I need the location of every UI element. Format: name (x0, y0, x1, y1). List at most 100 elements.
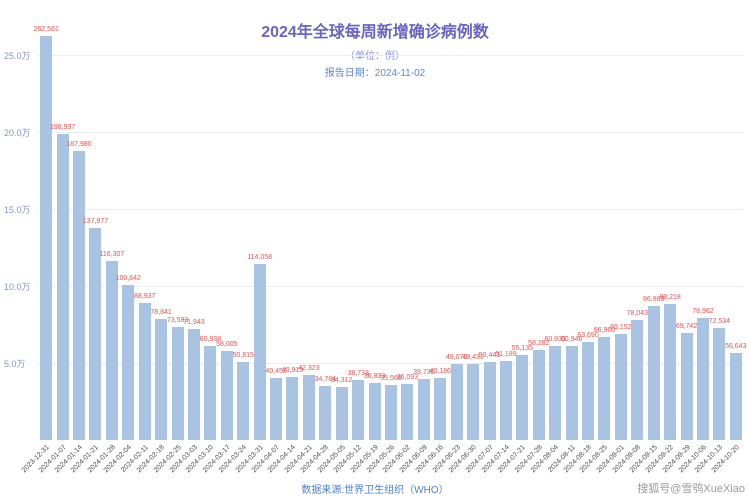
bar-value-label: 40,913 (281, 366, 304, 374)
bar (713, 328, 726, 440)
bar-value-label: 66,960 (593, 326, 616, 334)
bar-value-label: 35,560 (380, 375, 402, 383)
bar-value-label: 38,733 (347, 370, 369, 378)
bar (253, 264, 266, 440)
bar-value-label: 63,690 (577, 331, 599, 339)
bar (138, 303, 151, 440)
bar (122, 285, 135, 440)
bar-value-label: 60,946 (560, 336, 583, 344)
bar-value-label: 73,583 (166, 316, 189, 324)
bar-value-label: 88,937 (134, 293, 156, 301)
bar-value-label: 72,534 (708, 318, 731, 326)
bar (237, 361, 250, 440)
bar (450, 364, 463, 440)
bar-value-label: 36,093 (396, 374, 419, 382)
bar (352, 380, 365, 440)
bar-value-label: 49,431 (462, 353, 484, 361)
bar-value-label: 69,152 (610, 323, 632, 331)
bar (680, 332, 693, 440)
bar-value-label: 42,323 (298, 364, 320, 372)
bar (483, 362, 496, 440)
bar (532, 350, 545, 440)
bar (729, 352, 742, 440)
bar-value-label: 50,815 (232, 351, 254, 359)
bar-value-label: 34,784 (314, 376, 337, 384)
bar-value-label: 60,938 (199, 336, 222, 344)
bar-value-label: 58,282 (528, 340, 550, 348)
bar-value-label: 100,642 (115, 275, 141, 282)
bar-value-label: 49,070 (445, 354, 468, 362)
chart-subtitle-unit: （单位：例） (345, 51, 405, 62)
bar (204, 346, 217, 440)
y-tick-label: 15.0万 (4, 205, 31, 215)
bar (171, 326, 184, 440)
bar-value-label: 78,962 (692, 308, 714, 316)
bar (270, 377, 283, 440)
bar (664, 304, 677, 440)
bar-value-label: 69,742 (675, 322, 698, 330)
bar (368, 383, 381, 440)
bar (89, 227, 102, 440)
bar-value-label: 114,058 (247, 254, 273, 262)
bar (220, 350, 233, 440)
bar (105, 260, 118, 440)
bar-value-label: 78,841 (150, 308, 172, 316)
y-tick-label: 10.0万 (4, 282, 31, 292)
gridline (38, 286, 744, 287)
bar (516, 355, 529, 440)
bar (286, 377, 299, 440)
gridline (38, 209, 744, 210)
bar (614, 333, 627, 440)
bar-value-label: 262,561 (33, 25, 59, 33)
bar (401, 384, 414, 440)
bar (565, 346, 578, 440)
bar (385, 385, 397, 440)
bar (319, 386, 332, 440)
bar-value-label: 34,312 (331, 377, 353, 385)
bar-value-label: 58,005 (216, 340, 238, 348)
bar-value-label: 86,863 (642, 296, 665, 304)
bar (647, 306, 660, 440)
bar-value-label: 71,943 (183, 319, 205, 327)
bar-value-label: 50,443 (478, 352, 501, 360)
bar (499, 361, 512, 440)
report-date: 报告日期：2024-11-02 (324, 68, 426, 79)
bar-value-label: 40,186 (429, 368, 451, 376)
bar (187, 329, 200, 440)
bar-value-label: 40,452 (265, 367, 287, 375)
bar-value-label: 39,730 (413, 368, 435, 376)
watermark: 搜狐号@雪鸮XueXiao (637, 483, 745, 495)
bar-value-label: 198,937 (49, 123, 76, 131)
chart-title: 2024年全球每周新增确诊病例数 (261, 24, 489, 41)
bar (73, 150, 86, 440)
bar (549, 346, 562, 440)
bar (696, 318, 709, 440)
bar (56, 133, 69, 440)
bar (434, 378, 447, 440)
bar (598, 336, 611, 440)
y-tick-label: 5.0万 (4, 359, 26, 369)
bar (335, 387, 348, 440)
bar (417, 378, 430, 440)
bar-value-label: 60,933 (544, 336, 566, 344)
bar-value-label: 116,307 (99, 250, 125, 258)
gridline (38, 363, 744, 364)
plot-area: 262,561 198,937 187,980 137,977 116,307 100,6… (34, 26, 746, 440)
bar (302, 374, 315, 440)
bar (155, 318, 168, 440)
bar (40, 35, 53, 440)
bar-value-label: 137,977 (82, 217, 109, 225)
bar-value-label: 78,043 (626, 309, 648, 317)
bar (467, 363, 480, 440)
bar-value-label: 56,643 (725, 342, 747, 350)
bar (631, 319, 644, 440)
bar-value-label: 36,833 (363, 373, 386, 381)
gridline (38, 55, 744, 56)
y-tick-label: 25.0万 (4, 51, 31, 61)
bar-value-label: 51,189 (495, 351, 517, 359)
y-tick-label: 20.0万 (4, 128, 31, 138)
gridline (38, 132, 744, 133)
bar (582, 341, 595, 440)
bar-value-label: 187,980 (66, 140, 92, 148)
